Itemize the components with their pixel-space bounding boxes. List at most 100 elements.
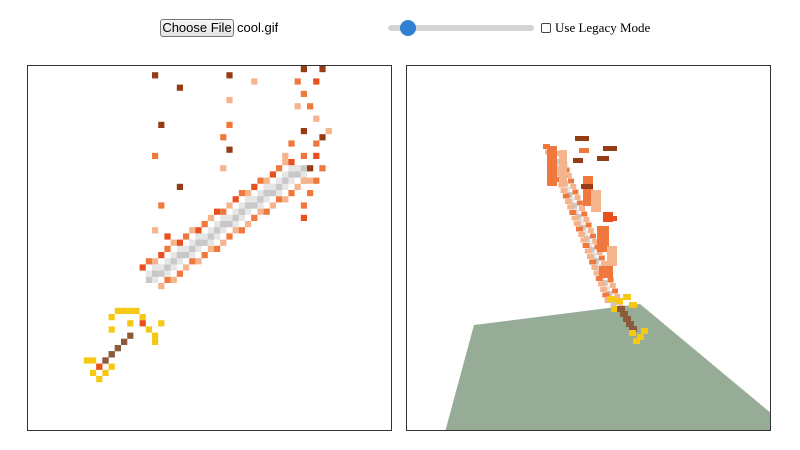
flame-particle-pixel bbox=[313, 78, 320, 85]
flame-voxel bbox=[576, 200, 583, 206]
flame-column-voxel bbox=[599, 266, 613, 278]
toolbar: Choose File cool.gif Use Legacy Mode bbox=[0, 0, 800, 56]
hilt-voxel bbox=[607, 296, 615, 302]
handle-pixel bbox=[102, 357, 109, 364]
ember-voxel bbox=[597, 156, 609, 161]
flame-voxel bbox=[573, 221, 581, 226]
choose-file-button[interactable]: Choose File bbox=[160, 19, 234, 37]
blade-pixel bbox=[183, 252, 190, 259]
flame-edge-pixel bbox=[282, 196, 289, 203]
flame-particle-pixel bbox=[300, 66, 307, 73]
flame-voxel bbox=[583, 217, 590, 222]
blade-pixel bbox=[263, 183, 270, 190]
flame-particle-pixel bbox=[300, 202, 307, 209]
hilt-pixel bbox=[108, 326, 115, 333]
flame-voxel bbox=[593, 270, 601, 276]
blade-pixel bbox=[220, 227, 227, 234]
blade-pixel bbox=[201, 239, 208, 246]
blade-pixel bbox=[300, 165, 307, 172]
blade-pixel bbox=[207, 239, 214, 246]
flame-voxel bbox=[590, 233, 596, 239]
voxel-sword-model bbox=[543, 136, 648, 344]
blade-pixel bbox=[226, 214, 233, 221]
flame-voxel bbox=[570, 184, 577, 189]
hilt-pixel bbox=[152, 338, 159, 345]
flame-edge-pixel bbox=[226, 233, 233, 240]
pommel-pixel bbox=[90, 357, 97, 364]
blade-pixel bbox=[238, 208, 245, 215]
hilt-pixel bbox=[139, 314, 146, 321]
hilt-voxel bbox=[629, 302, 637, 308]
blade-pixel bbox=[276, 177, 283, 184]
blade-pixel bbox=[245, 202, 252, 209]
blade-pixel bbox=[251, 202, 258, 209]
flame-particle-pixel bbox=[294, 103, 301, 110]
flame-particle-pixel bbox=[176, 84, 183, 91]
handle-pixel bbox=[121, 338, 128, 345]
legacy-mode-checkbox[interactable] bbox=[541, 23, 551, 33]
flame-edge-pixel bbox=[139, 264, 146, 271]
flame-voxel bbox=[576, 226, 583, 232]
flame-edge-pixel bbox=[251, 183, 258, 190]
flame-edge-pixel bbox=[195, 227, 202, 234]
pommel-pixel bbox=[102, 369, 109, 376]
blade-pixel bbox=[183, 245, 190, 252]
flame-edge-pixel bbox=[189, 258, 196, 265]
flame-particle-pixel bbox=[300, 177, 307, 184]
blade-pixel bbox=[226, 221, 233, 228]
slider-thumb[interactable] bbox=[400, 20, 417, 36]
flame-voxel bbox=[580, 237, 588, 243]
flame-voxel bbox=[609, 283, 616, 288]
flame-edge-pixel bbox=[251, 214, 258, 221]
flame-particle-pixel bbox=[307, 190, 314, 197]
flame-edge-pixel bbox=[214, 245, 221, 252]
hilt-pixel bbox=[108, 314, 115, 321]
blade-pixel bbox=[189, 239, 196, 246]
flame-particle-pixel bbox=[319, 66, 326, 73]
flame-edge-pixel bbox=[245, 221, 252, 228]
flame-voxel bbox=[543, 144, 550, 149]
blade-pixel bbox=[195, 245, 202, 252]
flame-edge-pixel bbox=[226, 202, 233, 209]
flame-edge-pixel bbox=[276, 165, 283, 172]
blade-pixel bbox=[294, 165, 301, 172]
pixel-preview-canvas bbox=[27, 65, 392, 431]
flame-particle-pixel bbox=[282, 152, 289, 159]
pommel-voxel bbox=[641, 328, 648, 334]
blade-pixel bbox=[232, 221, 239, 228]
flame-particle-pixel bbox=[152, 152, 159, 159]
flame-particle-pixel bbox=[300, 214, 307, 221]
ember-voxel bbox=[573, 158, 583, 163]
blade-pixel bbox=[176, 245, 183, 252]
flame-particle-pixel bbox=[220, 134, 227, 141]
flame-edge-pixel bbox=[288, 159, 295, 166]
hilt-pixel bbox=[121, 307, 128, 314]
blade-pixel bbox=[282, 177, 289, 184]
blade-pixel bbox=[176, 258, 183, 265]
flame-edge-pixel bbox=[294, 183, 301, 190]
blade-pixel bbox=[276, 190, 283, 197]
blade-pixel bbox=[269, 183, 276, 190]
voxel-3d-canvas[interactable] bbox=[406, 65, 771, 431]
flame-edge-pixel bbox=[282, 159, 289, 166]
flame-voxel bbox=[607, 277, 614, 283]
blade-pixel bbox=[263, 196, 270, 203]
voxel-scene bbox=[445, 136, 770, 430]
blade-pixel bbox=[207, 227, 214, 234]
flame-edge-pixel bbox=[183, 233, 190, 240]
blade-pixel bbox=[232, 214, 239, 221]
blade-pixel bbox=[164, 258, 171, 265]
flame-voxel bbox=[614, 294, 621, 299]
flame-edge-pixel bbox=[152, 258, 159, 265]
blade-pixel bbox=[232, 208, 239, 215]
rotation-slider[interactable] bbox=[388, 20, 534, 36]
blade-pixel bbox=[152, 264, 159, 271]
ground-plane bbox=[445, 304, 770, 430]
flame-voxel bbox=[602, 292, 610, 298]
legacy-mode-label: Use Legacy Mode bbox=[555, 20, 651, 35]
flame-edge-pixel bbox=[232, 196, 239, 203]
flame-particle-pixel bbox=[158, 121, 165, 128]
flame-edge-pixel bbox=[189, 227, 196, 234]
flame-voxel bbox=[578, 232, 586, 237]
flame-voxel bbox=[584, 248, 592, 254]
